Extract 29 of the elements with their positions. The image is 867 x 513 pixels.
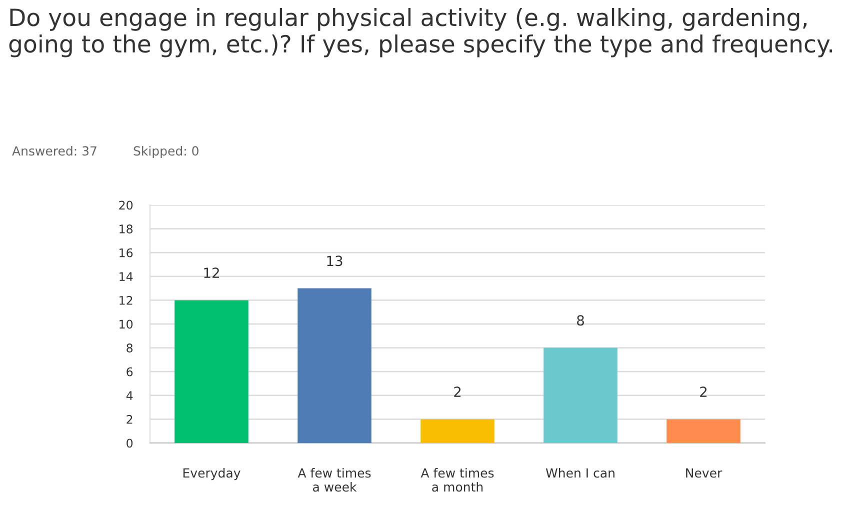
- x-tick-label: Never: [686, 468, 722, 478]
- y-tick-label: 14: [120, 272, 133, 281]
- data-label: 13: [327, 256, 342, 266]
- y-tick-label: 10: [120, 320, 133, 329]
- y-tick-label: 16: [120, 248, 133, 258]
- y-tick-label: 6: [126, 367, 133, 376]
- data-label: 8: [577, 315, 584, 326]
- x-tick-label: When I can: [546, 468, 614, 478]
- bar: [420, 419, 494, 443]
- x-tick-label: Everyday: [183, 468, 240, 480]
- bar: [666, 419, 740, 443]
- data-label: 2: [700, 386, 707, 397]
- text: Answered: 37: [12, 146, 96, 156]
- y-tick-label: 8: [126, 344, 133, 352]
- y-tick-label: 20: [119, 200, 133, 210]
- text: Skipped: 0: [134, 146, 198, 158]
- y-tick-label: 0: [126, 438, 133, 448]
- data-label: 2: [454, 386, 461, 397]
- data-label: 12: [204, 268, 219, 278]
- x-tick-label: A few times a week: [298, 468, 371, 492]
- bar: [174, 300, 248, 443]
- x-tick-label: A few times a month: [420, 468, 494, 492]
- y-tick-label: 4: [126, 391, 133, 400]
- chart-title: Do you engage in regular physical activity (e.g. walking, gardening, going to the gym, etc.)? If yes, please specify the type and frequency.: [9, 8, 832, 58]
- y-tick-label: 18: [120, 224, 133, 234]
- y-tick-label: 12: [120, 296, 132, 305]
- bar: [298, 288, 372, 443]
- bar: [544, 348, 618, 443]
- y-tick-label: 2: [126, 414, 132, 424]
